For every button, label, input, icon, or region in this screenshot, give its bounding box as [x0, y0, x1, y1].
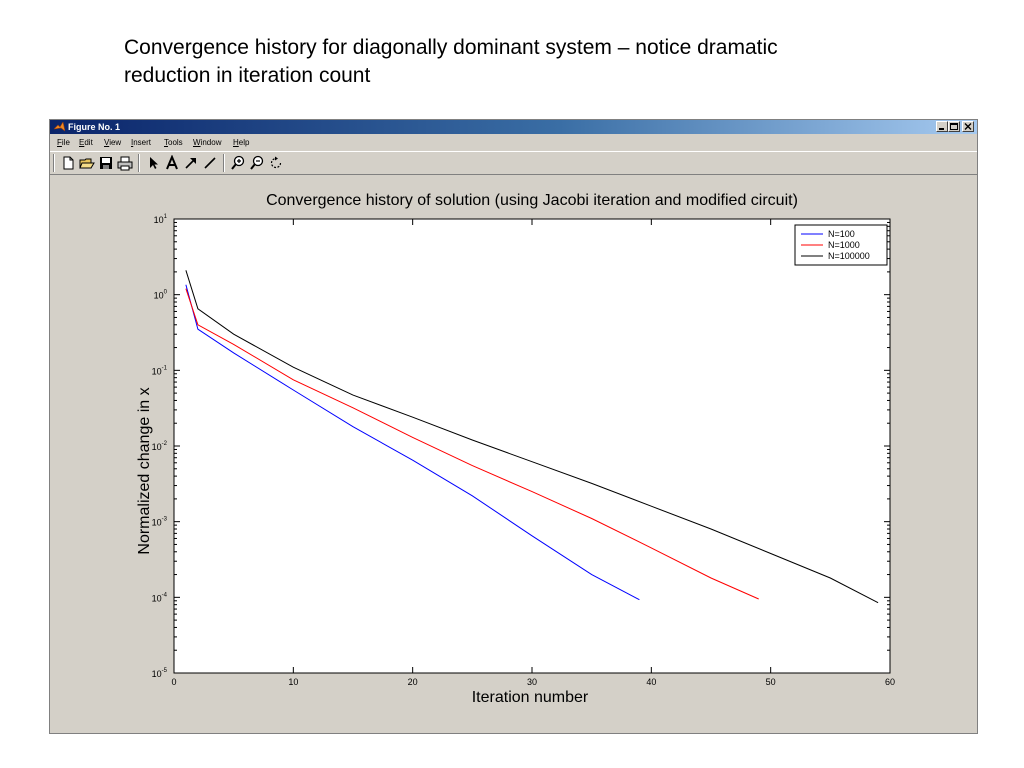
axes-box [173, 218, 891, 674]
menu-help[interactable]: Help [233, 138, 250, 147]
x-axis-label: Iteration number [472, 689, 589, 706]
matlab-logo-icon [54, 122, 65, 132]
menu-bar: File Edit View Insert Tools Window Help [50, 135, 977, 150]
y-tick-exponent: 1 [164, 214, 168, 220]
y-tick-label: 10-1 [152, 365, 168, 376]
toolbar [50, 151, 977, 175]
y-tick-label: 10-5 [152, 668, 168, 679]
menu-edit[interactable]: Edit [79, 138, 93, 147]
y-tick-exponent: -3 [162, 517, 168, 523]
window-title: Figure No. 1 [68, 122, 121, 132]
y-tick-label: 101 [154, 214, 168, 225]
toolbar-grip [53, 154, 55, 172]
menu-tools[interactable]: Tools [164, 138, 183, 147]
series-lines [185, 270, 879, 604]
zoom-in-icon[interactable] [230, 155, 246, 171]
minimize-button[interactable] [936, 121, 948, 132]
x-tick-label: 60 [885, 677, 895, 687]
y-tick-exponent: 0 [164, 290, 168, 296]
x-axis: 0 10 20 30 40 50 60 [171, 219, 895, 687]
y-tick-exponent: -1 [162, 365, 168, 371]
close-icon [964, 123, 972, 130]
toolbar-separator [223, 154, 225, 172]
x-tick-label: 30 [527, 677, 537, 687]
zoom-out-icon[interactable] [249, 155, 265, 171]
arrow-tool-icon[interactable] [183, 155, 199, 171]
chart-title: Convergence history of solution (using J… [266, 192, 798, 209]
title-bar[interactable]: Figure No. 1 [50, 120, 977, 134]
rotate-icon[interactable] [268, 155, 284, 171]
x-tick-label: 10 [288, 677, 298, 687]
series-line-n100000 [185, 270, 879, 604]
y-tick-label: 10-4 [152, 592, 168, 603]
legend-entry-label: N=100000 [828, 251, 870, 261]
slide-caption: Convergence history for diagonally domin… [124, 34, 984, 90]
text-tool-icon[interactable] [164, 155, 180, 171]
select-arrow-icon[interactable] [145, 155, 161, 171]
figure-window: Figure No. 1 File Edit View Insert Tools… [49, 119, 978, 734]
maximize-icon [950, 123, 958, 130]
toolbar-separator [138, 154, 140, 172]
x-tick-label: 50 [766, 677, 776, 687]
maximize-button[interactable] [948, 121, 960, 132]
open-file-icon[interactable] [79, 155, 95, 171]
y-tick-exponent: -5 [162, 668, 168, 674]
series-line-n1000 [185, 288, 759, 600]
caption-line-2: reduction in iteration count [124, 64, 371, 87]
y-tick-label: 10-3 [152, 517, 168, 528]
menu-window[interactable]: Window [193, 138, 222, 147]
save-icon[interactable] [98, 155, 114, 171]
series-line-n100 [185, 284, 640, 601]
print-icon[interactable] [117, 155, 133, 171]
y-tick-exponent: -2 [162, 441, 168, 447]
close-button[interactable] [962, 121, 974, 132]
y-axis-label: Normalized change in x [136, 387, 153, 554]
menu-view[interactable]: View [104, 138, 122, 147]
x-tick-label: 0 [171, 677, 176, 687]
legend-entry-label: N=100 [828, 229, 855, 239]
y-tick-exponent: -4 [162, 592, 168, 598]
menu-insert[interactable]: Insert [131, 138, 152, 147]
x-tick-label: 20 [408, 677, 418, 687]
line-tool-icon[interactable] [202, 155, 218, 171]
legend-entry-label: N=1000 [828, 240, 860, 250]
new-figure-icon[interactable] [60, 155, 76, 171]
minimize-icon [939, 128, 944, 130]
y-tick-label: 10-2 [152, 441, 168, 452]
y-tick-label: 100 [154, 290, 168, 301]
x-tick-label: 40 [646, 677, 656, 687]
menu-file[interactable]: File [57, 138, 70, 147]
caption-line-1: Convergence history for diagonally domin… [124, 36, 778, 59]
plot-area[interactable]: Convergence history of solution (using J… [50, 175, 977, 730]
